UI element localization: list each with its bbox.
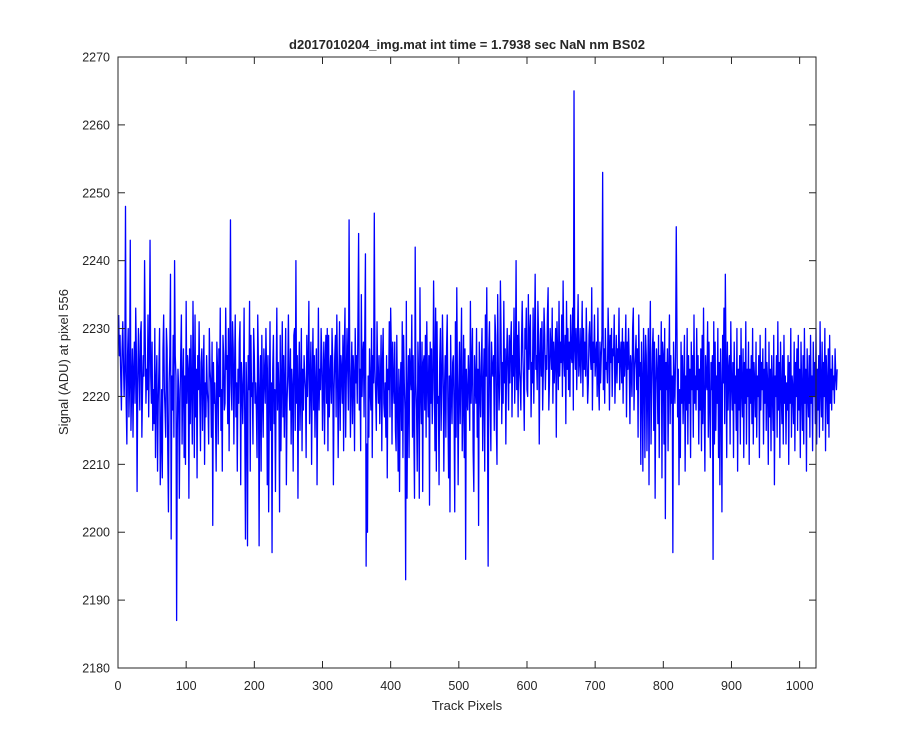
y-tick-label: 2180 [82,662,110,676]
series-line-0 [118,90,838,622]
x-tick-label: 800 [653,679,674,693]
plot-frame [117,56,817,669]
x-tick-label: 700 [585,679,606,693]
y-axis-label: Signal (ADU) at pixel 556 [56,289,71,435]
x-tick-label: 300 [312,679,333,693]
y-tick-label: 2260 [82,118,110,132]
y-axis: 2180 2190 2200 2210 2220 2230 2240 2250 2260 2270 [82,51,816,676]
x-axis-label: Track Pixels [432,698,503,713]
x-tick-label: 900 [721,679,742,693]
chart-title: d2017010204_img.mat int time = 1.7938 se… [289,37,645,52]
x-tick-label: 1000 [786,679,814,693]
series-layer [118,90,838,622]
y-tick-label: 2200 [82,526,110,540]
y-tick-label: 2240 [82,254,110,268]
y-tick-label: 2210 [82,458,110,472]
x-tick-label: 400 [380,679,401,693]
y-tick-label: 2250 [82,186,110,200]
x-tick-label: 0 [115,679,122,693]
x-tick-label: 500 [448,679,469,693]
y-tick-label: 2220 [82,390,110,404]
x-tick-label: 100 [176,679,197,693]
y-tick-label: 2190 [82,594,110,608]
x-axis: 0 100 200 300 400 500 600 700 800 900 1000 [115,57,814,693]
x-tick-label: 600 [517,679,538,693]
y-tick-label: 2230 [82,322,110,336]
x-tick-label: 200 [244,679,265,693]
y-tick-label: 2270 [82,51,110,65]
